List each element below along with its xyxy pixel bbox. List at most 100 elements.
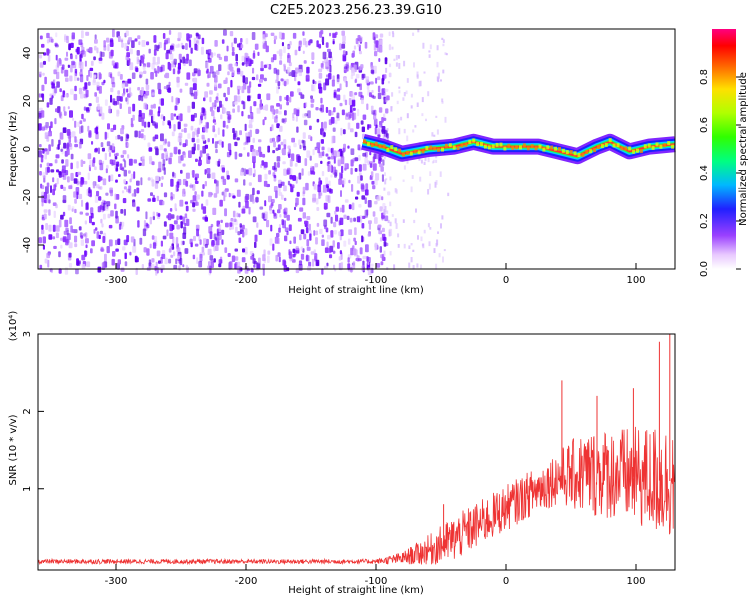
spectrogram-noise-cell [299, 207, 304, 212]
spectrogram-noise-cell [101, 223, 104, 228]
spectrogram-noise-cell [249, 106, 252, 114]
spectrogram-noise-cell [308, 223, 311, 231]
spectrogram-noise-cell [208, 261, 212, 266]
spectrogram-noise-cell [191, 137, 195, 143]
spectrogram-noise-cell [218, 158, 221, 165]
spectrogram-noise-cell [102, 160, 105, 165]
spectrogram-noise-cell [68, 135, 71, 143]
spectrogram-noise-cell [227, 87, 230, 95]
y-tick-label: 2 [22, 408, 33, 414]
spectrogram-noise-cell [380, 261, 384, 266]
spectrogram-noise-cell [58, 111, 63, 116]
spectrogram-noise-cell [305, 182, 309, 191]
snr-y-label: SNR (10 * v/v) [8, 414, 19, 485]
spectrogram-noise-cell [310, 95, 313, 99]
spectrogram-noise-cell [245, 169, 249, 175]
spectrogram-noise-cell [213, 258, 216, 263]
spectrogram-noise-cell [352, 112, 357, 120]
spectrogram-noise-cell [344, 64, 349, 72]
ridge-highlight [409, 151, 413, 156]
spectrogram-noise-cell [117, 238, 121, 245]
spectrogram-noise-cell [161, 253, 166, 259]
spectrogram-noise-cell [388, 63, 392, 68]
spectrogram-noise-cell [357, 108, 360, 117]
spectrogram-noise-cell [79, 54, 83, 58]
spectrogram-noise-cell [61, 159, 64, 164]
spectrogram-noise-cell [185, 205, 189, 212]
ridge-highlight [534, 146, 538, 151]
spectrogram-noise-cell [444, 52, 447, 55]
spectrogram-noise-cell [284, 96, 287, 100]
spectrogram-noise-cell [124, 42, 128, 50]
spectrogram-noise-cell [160, 114, 164, 120]
spectrogram-noise-cell [298, 69, 302, 77]
spectrogram-noise-cell [232, 133, 236, 140]
spectrogram-noise-cell [201, 107, 205, 113]
spectrogram-noise-cell [106, 141, 111, 147]
spectrogram-noise-cell [175, 97, 179, 105]
spectrogram-noise-cell [102, 178, 107, 186]
spectrogram-noise-cell [112, 145, 115, 151]
spectrogram-noise-cell [201, 246, 205, 253]
spectrogram-noise-cell [74, 198, 77, 204]
spectrogram-noise-cell [55, 54, 58, 61]
spectrogram-noise-cell [196, 194, 200, 200]
spectrogram-noise-cell [351, 184, 354, 192]
spectrogram-noise-cell [256, 107, 261, 114]
spectrogram-noise-cell [287, 66, 291, 73]
spectrogram-noise-cell [315, 107, 319, 111]
spectrogram-noise-cell [267, 250, 271, 255]
spectrogram-noise-cell [377, 224, 382, 228]
spectrogram-noise-cell [343, 240, 347, 247]
spectrogram-noise-cell [215, 96, 218, 100]
spectrogram-noise-cell [381, 78, 385, 85]
spectrogram-noise-cell [137, 220, 140, 228]
spectrogram-noise-cell [138, 110, 142, 117]
spectrogram-noise-cell [325, 153, 329, 157]
spectrogram-noise-cell [131, 40, 135, 48]
spectrogram-noise-cell [58, 251, 61, 258]
spectrogram-noise-cell [359, 83, 362, 91]
spectrogram-noise-cell [122, 246, 126, 251]
spectrogram-noise-cell [48, 199, 51, 204]
spectrogram-noise-cell [252, 187, 255, 196]
spectrogram-noise-cell [350, 74, 354, 80]
spectrogram-noise-cell [64, 94, 68, 98]
spectrogram-noise-cell [344, 99, 348, 106]
spectrogram-noise-cell [304, 113, 308, 117]
spectrogram-noise-cell [302, 186, 306, 195]
spectrogram-noise-cell [294, 49, 298, 56]
spectrogram-noise-cell [273, 35, 278, 40]
spectrogram-noise-cell [42, 172, 47, 178]
spectrogram-noise-cell [243, 179, 246, 186]
spectrogram-noise-cell [180, 169, 183, 174]
spectrogram-noise-cell [88, 69, 91, 77]
spectrogram-noise-cell [368, 223, 371, 230]
spectrogram-noise-cell [180, 221, 183, 229]
spectrogram-noise-cell [71, 206, 75, 210]
spectrogram-noise-cell [421, 97, 424, 103]
spectrogram-noise-cell [51, 82, 55, 89]
spectrogram-noise-cell [375, 40, 379, 48]
spectrogram-noise-cell [442, 69, 445, 74]
spectrogram-noise-cell [432, 159, 435, 163]
spectrogram-noise-cell [76, 161, 79, 169]
colorbar: 0.00.20.40.60.8 Normalized spectral ampl… [699, 29, 749, 277]
spectrogram-noise-cell [286, 230, 289, 236]
spectrogram-noise-cell [416, 74, 419, 79]
spectrogram-noise-cell [341, 43, 346, 49]
spectrogram-noise-cell [342, 147, 345, 153]
spectrogram-noise-cell [230, 79, 233, 88]
spectrogram-noise-cell [137, 35, 141, 40]
spectrogram-noise-cell [141, 87, 144, 94]
ridge-highlight [647, 143, 651, 148]
spectrogram-noise-cell [339, 234, 342, 241]
spectrogram-noise-cell [71, 208, 74, 212]
spectrogram-noise-cell [190, 125, 194, 131]
ridge-highlight [593, 148, 597, 153]
spectrogram-noise-cell [388, 31, 391, 37]
spectrogram-noise-cell [298, 172, 302, 180]
spectrogram-noise-cell [310, 98, 315, 103]
spectrogram-noise-cell [157, 213, 161, 217]
spectrogram-noise-cell [283, 197, 287, 201]
